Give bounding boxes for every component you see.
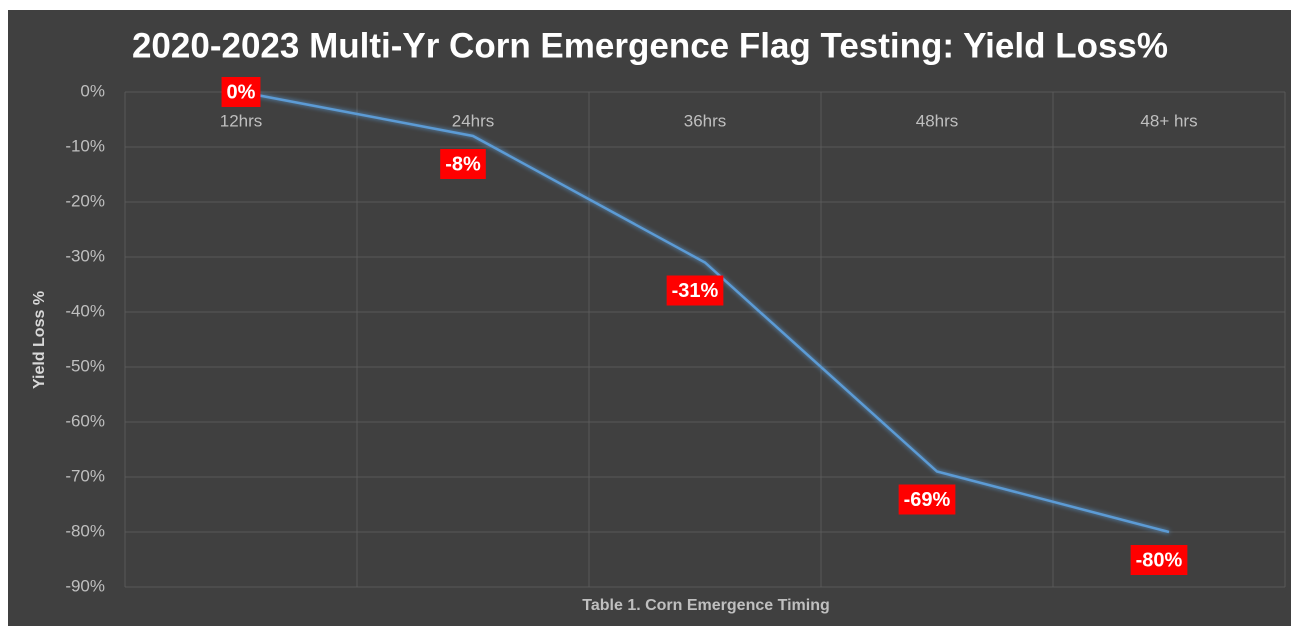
data-label-text: -80% (1136, 549, 1183, 571)
data-label-box (1130, 545, 1188, 575)
y-axis-title: Yield Loss % (31, 291, 48, 389)
data-label-text: -8% (445, 153, 481, 175)
y-tick-label: -30% (65, 246, 105, 265)
x-tick-label: 24hrs (452, 111, 495, 130)
x-tick-label: 36hrs (684, 111, 727, 130)
x-tick-label: 48+ hrs (1140, 111, 1197, 130)
data-label: -31% (666, 275, 724, 306)
chart-background (8, 10, 1291, 626)
y-tick-label: -80% (65, 521, 105, 540)
data-label: -69% (898, 484, 956, 515)
y-tick-label: -20% (65, 191, 105, 210)
y-tick-label: -10% (65, 136, 105, 155)
data-label-box (666, 275, 724, 306)
x-axis-title: Table 1. Corn Emergence Timing (582, 597, 829, 614)
data-label: -80% (1130, 545, 1188, 575)
data-label-text: -31% (672, 280, 719, 302)
data-label-box (440, 149, 486, 179)
data-label: -8% (440, 149, 486, 179)
y-tick-label: -90% (65, 576, 105, 595)
x-tick-label: 48hrs (916, 111, 959, 130)
data-label: 0% (221, 77, 261, 107)
y-tick-label: -60% (65, 411, 105, 430)
data-label-box (898, 484, 956, 515)
y-tick-label: -70% (65, 466, 105, 485)
chart-title: 2020-2023 Multi-Yr Corn Emergence Flag T… (132, 26, 1168, 65)
data-label-box (221, 77, 261, 107)
y-tick-label: -40% (65, 301, 105, 320)
x-tick-label: 12hrs (220, 111, 263, 130)
data-label-text: 0% (227, 81, 256, 103)
y-tick-label: -50% (65, 356, 105, 375)
y-tick-label: 0% (80, 81, 105, 100)
line (240, 90, 1170, 534)
data-label-text: -69% (904, 489, 951, 511)
